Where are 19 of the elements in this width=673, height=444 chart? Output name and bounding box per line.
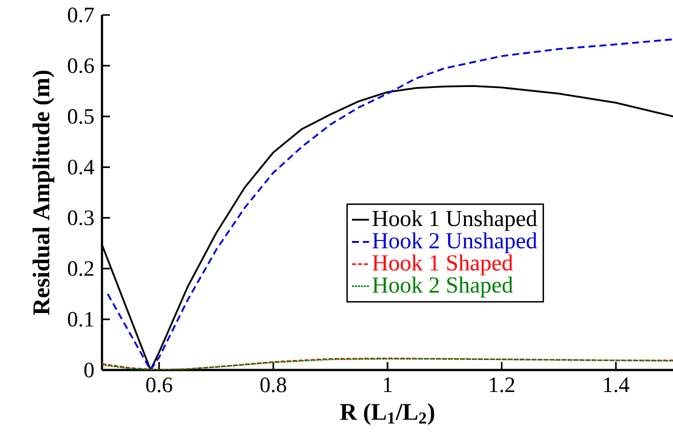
y-axis-title: Residual Amplitude (m) [32,70,54,315]
x-tick-label: 1.2 [490,378,514,392]
x-tick-label: 0.6 [146,378,172,392]
x-axis-title: R (L$_{1}$/L$_{2}$) [340,403,434,425]
y-tick-label: 0.6 [68,58,94,74]
y-tick-label: 0.5 [68,108,94,124]
legend-label: Hook 2 Shaped [372,276,513,298]
y-tick-label: 0.1 [68,312,94,327]
legend-label: Hook 2 Unshaped [372,232,538,254]
y-tick-label: 0.4 [68,160,94,175]
x-tick-label: 1.4 [604,378,630,392]
y-tick-label: 0.2 [68,261,94,276]
y-tick-label: 0.7 [68,8,94,22]
x-tick-label: 1 [384,378,392,392]
legend-label: Hook 1 Unshaped [372,210,538,231]
y-tick-label: 0.3 [68,210,94,226]
legend-label: Hook 1 Shaped [372,254,513,276]
y-tick-label: 0 [84,362,94,378]
x-tick-label: 0.8 [260,378,286,392]
